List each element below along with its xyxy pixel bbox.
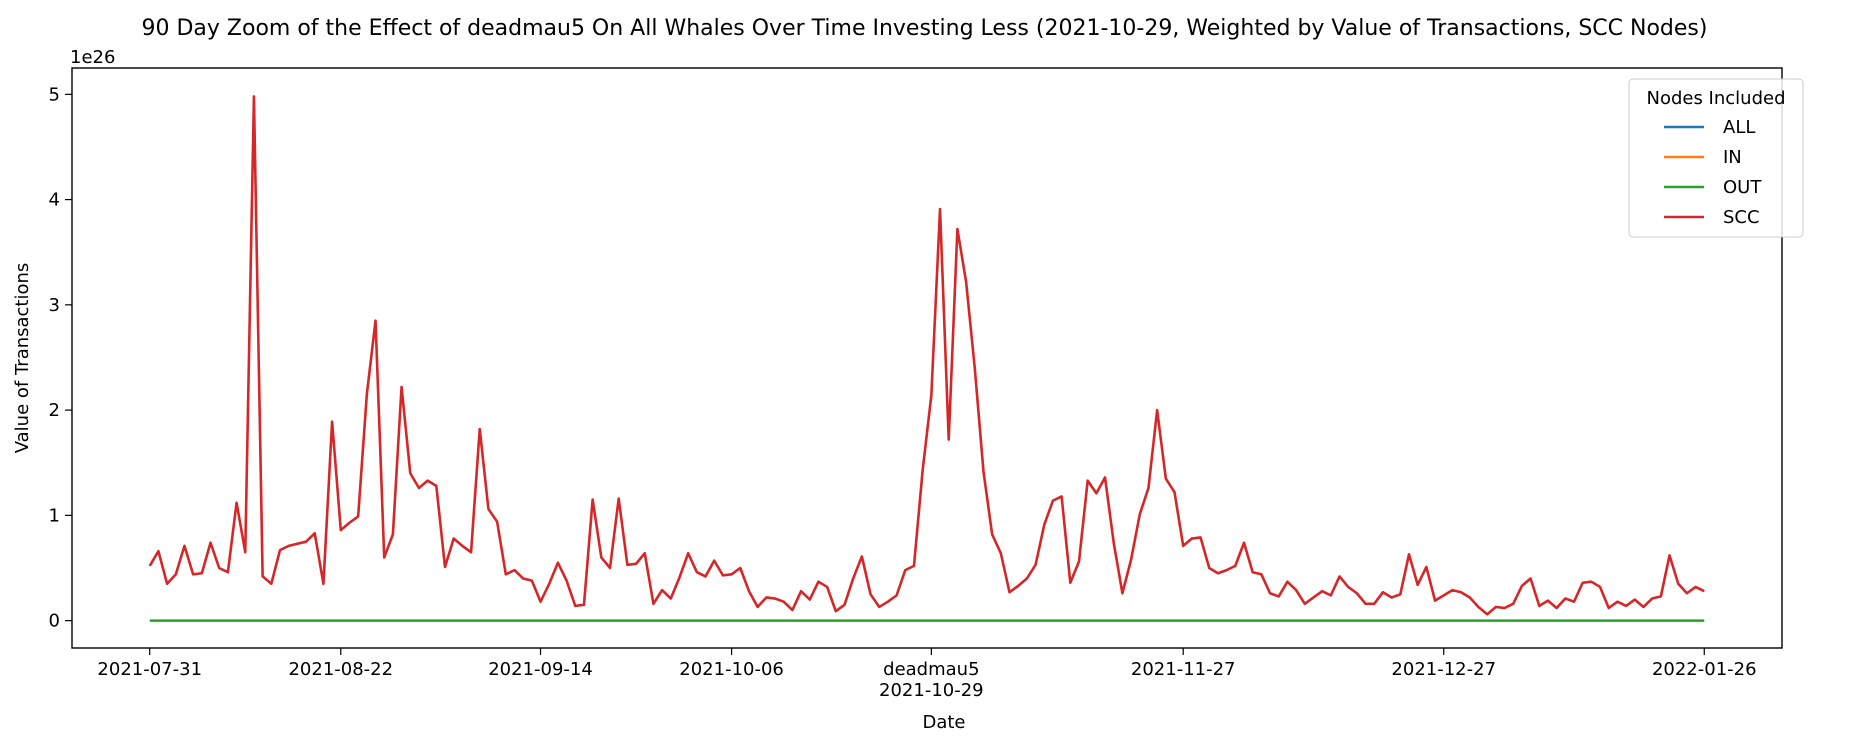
y-tick-label: 4 [49, 190, 60, 211]
x-tick-label: 2021-08-22 [288, 659, 393, 680]
y-tick-label: 3 [49, 295, 60, 316]
y-axis-label: Value of Transactions [12, 263, 33, 454]
x-axis-label: Date [922, 712, 965, 733]
x-tick-label: 2022-01-26 [1652, 659, 1757, 680]
legend-label-scc: SCC [1723, 207, 1760, 228]
x-tick-label: 2021-12-27 [1391, 659, 1496, 680]
y-tick-label: 1 [49, 505, 60, 526]
x-tick-label: 2021-09-14 [488, 659, 593, 680]
y-axis-ticks: 0 1 2 3 4 5 [49, 84, 72, 632]
chart-title: 90 Day Zoom of the Effect of deadmau5 On… [142, 16, 1708, 41]
x-tick-label: 2021-11-27 [1131, 659, 1236, 680]
y-tick-label: 5 [49, 84, 60, 105]
legend-title: Nodes Included [1646, 88, 1785, 109]
legend-box [1628, 78, 1804, 238]
plot-area-frame [71, 67, 1783, 649]
y-tick-label: 2 [49, 400, 60, 421]
series-line-scc [148, 95, 1705, 616]
legend-items: ALL IN OUT SCC [1664, 117, 1762, 228]
y-axis-scale-label: 1e26 [70, 47, 115, 68]
legend-label-out: OUT [1723, 177, 1762, 198]
x-tick-label: deadmau5 [883, 659, 979, 680]
legend-label-all: ALL [1723, 117, 1755, 138]
y-tick-label: 0 [49, 611, 60, 632]
legend: Nodes Included ALL IN OUT SCC [1628, 78, 1804, 238]
x-tick-label: 2021-10-29 [879, 680, 984, 701]
x-axis-ticks: 2021-07-31 2021-08-22 2021-09-14 2021-10-06… [97, 648, 1757, 701]
series-layer [148, 95, 1705, 622]
x-tick-label: 2021-10-06 [679, 659, 784, 680]
x-tick-label: 2021-07-31 [97, 659, 202, 680]
legend-label-in: IN [1723, 147, 1742, 168]
